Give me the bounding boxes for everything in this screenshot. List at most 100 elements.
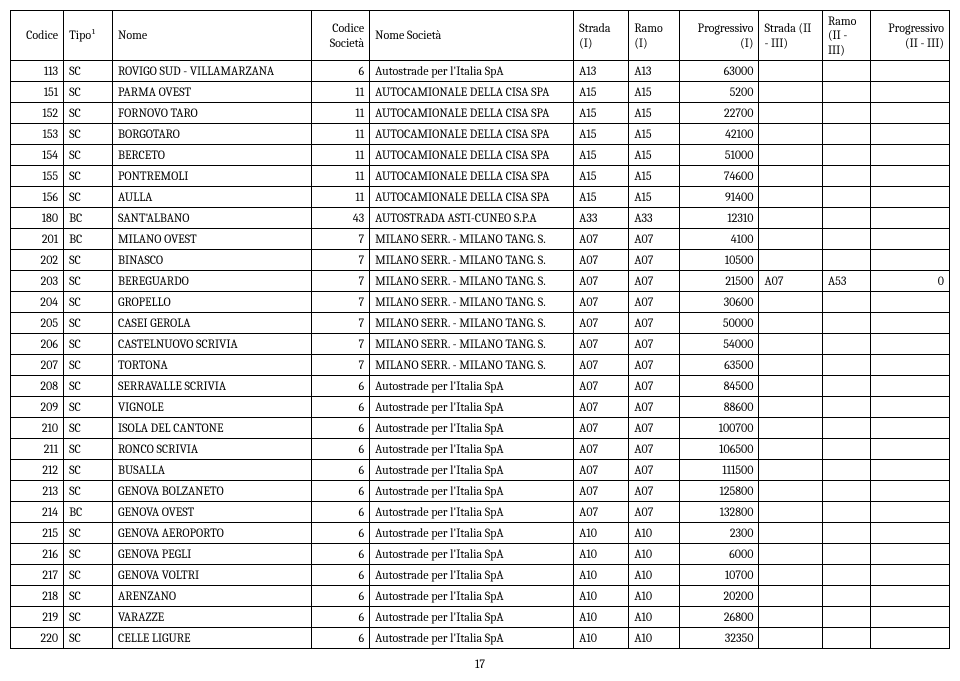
table-cell: A10 bbox=[629, 607, 680, 628]
table-cell bbox=[870, 124, 949, 145]
table-cell: 151 bbox=[11, 82, 64, 103]
table-cell: Autostrade per l'Italia SpA bbox=[370, 607, 574, 628]
column-header: Strada (I) bbox=[574, 11, 629, 61]
table-cell: A07 bbox=[629, 250, 680, 271]
table-cell: A15 bbox=[574, 187, 629, 208]
table-cell: 7 bbox=[311, 334, 369, 355]
table-cell: BUSALLA bbox=[113, 460, 312, 481]
table-cell: MILANO SERR. - MILANO TANG. S. bbox=[370, 313, 574, 334]
column-header: Ramo (I) bbox=[629, 11, 680, 61]
table-cell: A33 bbox=[574, 208, 629, 229]
table-cell: 4100 bbox=[680, 229, 759, 250]
table-row: 208SCSERRAVALLE SCRIVIA6Autostrade per l… bbox=[11, 376, 950, 397]
table-row: 205SCCASEI GEROLA7MILANO SERR. - MILANO … bbox=[11, 313, 950, 334]
table-cell: Autostrade per l'Italia SpA bbox=[370, 460, 574, 481]
table-cell: SC bbox=[64, 103, 113, 124]
table-cell: 6 bbox=[311, 523, 369, 544]
table-cell: BC bbox=[64, 229, 113, 250]
table-row: 215SCGENOVA AEROPORTO6Autostrade per l'I… bbox=[11, 523, 950, 544]
table-row: 219SCVARAZZE6Autostrade per l'Italia SpA… bbox=[11, 607, 950, 628]
table-cell: AULLA bbox=[113, 187, 312, 208]
table-cell bbox=[870, 418, 949, 439]
table-cell: SC bbox=[64, 418, 113, 439]
table-cell: A07 bbox=[574, 292, 629, 313]
table-cell: A10 bbox=[629, 544, 680, 565]
table-cell bbox=[759, 292, 823, 313]
table-row: 202SCBINASCO7MILANO SERR. - MILANO TANG.… bbox=[11, 250, 950, 271]
column-header: Progressivo (II - III) bbox=[870, 11, 949, 61]
table-cell: 6 bbox=[311, 61, 369, 82]
table-cell: AUTOCAMIONALE DELLA CISA SPA bbox=[370, 166, 574, 187]
table-cell: 11 bbox=[311, 124, 369, 145]
table-cell: A15 bbox=[629, 103, 680, 124]
table-row: 207SCTORTONA7MILANO SERR. - MILANO TANG.… bbox=[11, 355, 950, 376]
table-cell: A10 bbox=[574, 544, 629, 565]
table-cell: A15 bbox=[574, 166, 629, 187]
table-cell: 208 bbox=[11, 376, 64, 397]
table-cell: BC bbox=[64, 502, 113, 523]
column-header: Tipo¹ bbox=[64, 11, 113, 61]
table-cell: 205 bbox=[11, 313, 64, 334]
table-cell: A10 bbox=[574, 628, 629, 649]
table-cell: BEREGUARDO bbox=[113, 271, 312, 292]
table-cell bbox=[759, 628, 823, 649]
table-row: 211SCRONCO SCRIVIA6Autostrade per l'Ital… bbox=[11, 439, 950, 460]
table-row: 206SCCASTELNUOVO SCRIVIA7MILANO SERR. - … bbox=[11, 334, 950, 355]
table-cell: SC bbox=[64, 61, 113, 82]
table-cell: A07 bbox=[629, 502, 680, 523]
table-cell bbox=[759, 502, 823, 523]
table-cell bbox=[759, 250, 823, 271]
table-cell: 11 bbox=[311, 166, 369, 187]
table-cell: PONTREMOLI bbox=[113, 166, 312, 187]
table-cell: SC bbox=[64, 376, 113, 397]
table-cell: SC bbox=[64, 145, 113, 166]
table-cell bbox=[822, 334, 870, 355]
table-cell: 6 bbox=[311, 397, 369, 418]
table-cell: AUTOCAMIONALE DELLA CISA SPA bbox=[370, 187, 574, 208]
table-cell bbox=[759, 103, 823, 124]
table-cell: 7 bbox=[311, 292, 369, 313]
table-cell bbox=[870, 208, 949, 229]
table-cell bbox=[759, 439, 823, 460]
table-cell: 6 bbox=[311, 565, 369, 586]
table-cell: 220 bbox=[11, 628, 64, 649]
table-cell: A07 bbox=[574, 271, 629, 292]
table-cell: 210 bbox=[11, 418, 64, 439]
table-cell: AUTOCAMIONALE DELLA CISA SPA bbox=[370, 124, 574, 145]
table-cell: A13 bbox=[574, 61, 629, 82]
table-cell: SC bbox=[64, 586, 113, 607]
table-cell: Autostrade per l'Italia SpA bbox=[370, 628, 574, 649]
table-cell: 11 bbox=[311, 82, 369, 103]
table-cell bbox=[870, 481, 949, 502]
table-cell: 63000 bbox=[680, 61, 759, 82]
table-cell: A07 bbox=[574, 334, 629, 355]
table-cell: A07 bbox=[574, 250, 629, 271]
column-header: Codice bbox=[11, 11, 64, 61]
table-cell: SC bbox=[64, 82, 113, 103]
table-cell: SC bbox=[64, 607, 113, 628]
table-cell: 7 bbox=[311, 229, 369, 250]
table-cell: 2300 bbox=[680, 523, 759, 544]
table-cell: MILANO SERR. - MILANO TANG. S. bbox=[370, 271, 574, 292]
column-header: Nome Società bbox=[370, 11, 574, 61]
table-cell: 206 bbox=[11, 334, 64, 355]
table-cell: A10 bbox=[629, 586, 680, 607]
table-cell: 216 bbox=[11, 544, 64, 565]
table-cell: 132800 bbox=[680, 502, 759, 523]
table-cell bbox=[759, 187, 823, 208]
table-cell: A07 bbox=[574, 502, 629, 523]
table-row: 213SCGENOVA BOLZANETO6Autostrade per l'I… bbox=[11, 481, 950, 502]
table-cell: SC bbox=[64, 544, 113, 565]
table-cell: 10500 bbox=[680, 250, 759, 271]
table-cell bbox=[759, 418, 823, 439]
table-cell bbox=[822, 565, 870, 586]
table-cell: 10700 bbox=[680, 565, 759, 586]
table-cell: 20200 bbox=[680, 586, 759, 607]
table-cell: A10 bbox=[629, 628, 680, 649]
table-cell: 51000 bbox=[680, 145, 759, 166]
table-cell: 155 bbox=[11, 166, 64, 187]
table-cell bbox=[870, 187, 949, 208]
table-cell: PARMA OVEST bbox=[113, 82, 312, 103]
table-cell bbox=[822, 313, 870, 334]
table-cell: GENOVA OVEST bbox=[113, 502, 312, 523]
